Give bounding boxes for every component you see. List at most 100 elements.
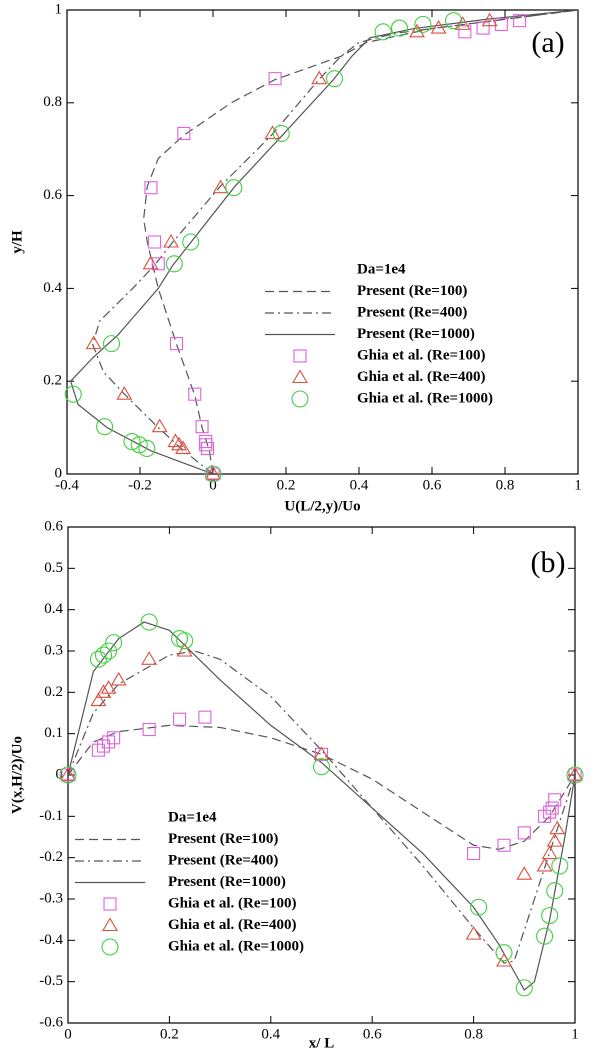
y-tick-label: 0.2: [44, 684, 63, 700]
x-tick-label: 0.2: [277, 477, 296, 493]
triangle-marker: [100, 680, 117, 694]
legend-swatch: [103, 897, 117, 911]
square-marker: [543, 805, 557, 819]
square-marker: [96, 739, 111, 753]
legend-swatch: [101, 938, 119, 956]
y-tick-label: 1: [55, 1, 63, 17]
circle-marker: [470, 898, 488, 916]
triangle-marker: [110, 671, 127, 686]
legend-label: Present (Re=400): [357, 304, 467, 320]
square-marker: [545, 801, 559, 815]
triangle-marker: [142, 255, 159, 270]
square-marker: [548, 793, 562, 807]
square-marker: [199, 438, 213, 452]
triangle-marker: [536, 857, 553, 872]
circle-marker: [64, 385, 82, 403]
triangle-marker: [60, 766, 76, 781]
circle-marker: [176, 632, 194, 650]
y-tick-label: 0.3: [44, 642, 63, 658]
square-marker: [200, 441, 215, 456]
triangle-marker: [175, 440, 192, 455]
legend-label: Ghia et al. (Re=1000): [168, 938, 304, 954]
circle-marker: [96, 418, 114, 436]
circle-marker: [566, 766, 584, 784]
x-tick-label: 1: [574, 477, 582, 493]
y-tick-label: -0.1: [39, 808, 63, 824]
legend-label: Ghia et al. (Re=100): [168, 895, 297, 911]
x-tick-label: 0: [64, 1026, 72, 1042]
square-marker: [102, 735, 116, 749]
circle-marker: [182, 233, 200, 251]
triangle-marker: [171, 436, 188, 451]
x-tick-label: 0.6: [363, 1026, 382, 1042]
legend-label: Present (Re=100): [168, 831, 278, 847]
plot-frame: [66, 9, 579, 475]
square-marker: [476, 21, 490, 35]
triangle-marker: [167, 433, 184, 448]
circle-marker: [312, 758, 331, 776]
y-tick-label: 0: [56, 766, 64, 782]
x-tick-label: -0.4: [55, 477, 79, 493]
y-tick-label: -0.4: [39, 932, 63, 948]
y-tick-label: -0.3: [39, 890, 63, 906]
circle-marker: [105, 634, 123, 652]
y-tick-label: 0.6: [44, 518, 63, 534]
y-axis-label: V(x,H/2)/Uo: [9, 736, 25, 814]
legend-label: Ghia et al. (Re=1000): [357, 390, 493, 406]
x-tick-label: 0.8: [464, 1026, 483, 1042]
square-marker: [517, 826, 531, 840]
triangle-marker: [549, 820, 566, 835]
circle-marker: [390, 19, 409, 37]
x-tick-label: 0.6: [423, 477, 442, 493]
legend-title: Da=1e4: [357, 261, 406, 277]
y-tick-label: 0.4: [44, 601, 63, 617]
triangle-marker: [311, 70, 328, 85]
circle-marker: [325, 70, 344, 88]
square-marker: [467, 846, 481, 861]
y-tick-label: 0: [55, 465, 63, 481]
circle-marker: [204, 465, 222, 483]
triangle-marker: [90, 692, 107, 707]
square-marker: [107, 731, 121, 745]
circle-marker: [138, 439, 156, 458]
panel-annotation: (b): [531, 546, 566, 579]
circle-marker: [541, 906, 559, 925]
x-tick-label: 0.4: [350, 477, 369, 493]
y-tick-label: 0.6: [43, 187, 62, 203]
x-axis-label: x/ L: [309, 1035, 334, 1051]
legend-label: Ghia et al. (Re=100): [357, 347, 486, 363]
square-marker: [195, 420, 209, 434]
square-marker: [458, 25, 472, 39]
legend-swatch: [292, 369, 308, 384]
legend-label: Present (Re=1000): [357, 326, 475, 342]
legend-label: Ghia et al. (Re=400): [168, 917, 297, 933]
circle-marker: [140, 613, 158, 631]
x-tick-label: 0.8: [496, 477, 515, 493]
circle-marker: [495, 944, 513, 962]
circle-marker: [225, 179, 243, 197]
x-tick-label: 1: [571, 1026, 579, 1042]
y-tick-label: 0.8: [43, 94, 62, 110]
triangle-marker: [546, 833, 563, 847]
triangle-marker: [516, 866, 533, 880]
y-tick-label: 0.1: [44, 725, 63, 741]
triangle-marker: [95, 684, 112, 698]
circle-marker: [272, 124, 290, 142]
x-axis-label: U(L/2,y)/Uo: [284, 498, 360, 514]
series-line: [68, 621, 575, 991]
legend-label: Present (Re=1000): [168, 874, 286, 890]
triangle-marker: [151, 418, 168, 433]
square-marker: [268, 72, 282, 86]
triangle-marker: [85, 335, 102, 350]
y-tick-label: 0.5: [44, 560, 63, 576]
x-tick-label: 0: [209, 477, 217, 493]
x-tick-label: 0.2: [160, 1026, 179, 1042]
square-marker: [497, 838, 511, 852]
square-marker: [188, 387, 202, 401]
legend-label: Present (Re=400): [168, 852, 278, 868]
legend-label: Present (Re=100): [357, 283, 467, 299]
series-line: [69, 10, 578, 474]
square-marker: [513, 14, 527, 28]
legend-swatch: [102, 917, 118, 932]
triangle-marker: [176, 642, 193, 657]
